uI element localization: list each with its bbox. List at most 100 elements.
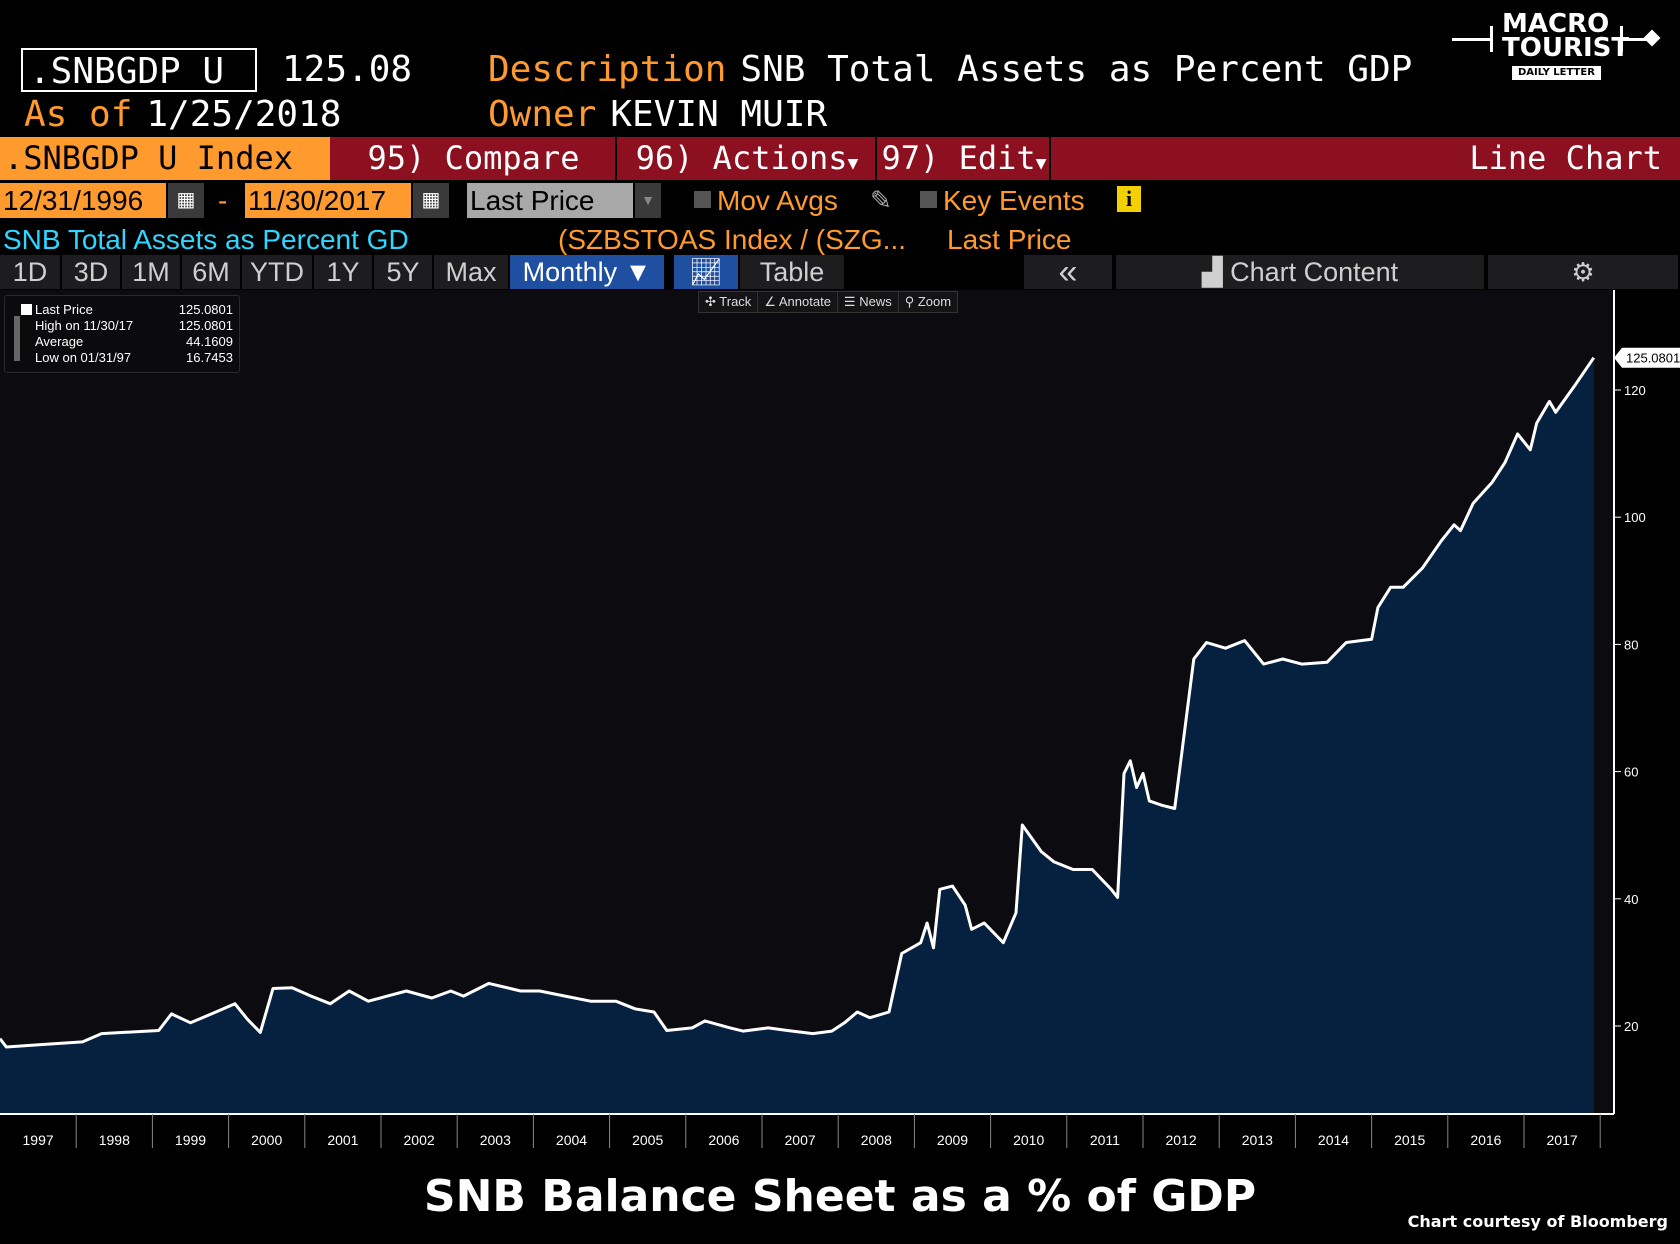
- annotate-button[interactable]: ∠ Annotate: [758, 292, 838, 312]
- x-tick-label: 2016: [1470, 1132, 1501, 1148]
- series-field: Last Price: [947, 224, 1072, 255]
- macro-tourist-logo: MACRO TOURIST DAILY LETTER: [1452, 10, 1662, 90]
- x-tick-label: 1998: [99, 1132, 130, 1148]
- actions-button[interactable]: 96) Actions▼: [619, 137, 877, 180]
- x-tick-label: 2011: [1090, 1132, 1120, 1148]
- y-tick-label: 100: [1624, 510, 1646, 525]
- chart-credit: Chart courtesy of Bloomberg: [1407, 1212, 1668, 1231]
- x-tick-label: 2000: [251, 1132, 282, 1148]
- y-tick-label: 120: [1624, 383, 1646, 398]
- logo-text: TOURIST: [1502, 33, 1630, 63]
- chart-legend: Last Price 125.0801 High on 11/30/17 125.0…: [4, 295, 240, 373]
- x-tick-label: 2017: [1547, 1132, 1578, 1148]
- description-row: Description SNB Total Assets as Percent …: [488, 48, 1412, 92]
- arrow-left-icon: [1452, 38, 1490, 41]
- x-tick-label: 2009: [937, 1132, 968, 1148]
- tab-1d[interactable]: 1D: [0, 255, 62, 289]
- table-button[interactable]: Table: [740, 255, 846, 289]
- legend-average: Average 44.1609: [35, 334, 233, 349]
- series-swatch: [21, 304, 32, 315]
- chart-content-button[interactable]: ▟ Chart Content: [1116, 255, 1486, 289]
- as-of-label: As of: [24, 94, 133, 135]
- x-tick-label: 2015: [1394, 1132, 1425, 1148]
- x-tick-label: 2010: [1013, 1132, 1044, 1148]
- x-tick-label: 2002: [404, 1132, 435, 1148]
- logo-subtext: DAILY LETTER: [1512, 66, 1601, 80]
- x-tick-label: 2013: [1242, 1132, 1273, 1148]
- logo-text: MACRO: [1502, 9, 1610, 39]
- end-date-input[interactable]: 11/30/2017: [245, 183, 411, 218]
- start-date-input[interactable]: 12/31/1996: [0, 183, 166, 218]
- x-tick-label: 2012: [1166, 1132, 1197, 1148]
- x-tick-label: 2008: [861, 1132, 892, 1148]
- calendar-icon[interactable]: ▦: [168, 183, 204, 218]
- x-tick-label: 1999: [175, 1132, 206, 1148]
- as-of-row: As of 1/25/2018: [24, 93, 341, 137]
- mov-avgs-checkbox[interactable]: [694, 191, 711, 208]
- arrow-right-icon: [1623, 38, 1649, 41]
- y-tick-label: 80: [1624, 637, 1638, 652]
- last-value: 125.08: [282, 49, 413, 90]
- x-tick-label: 2014: [1318, 1132, 1349, 1148]
- edit-label: 97) Edit: [881, 139, 1036, 177]
- period-select[interactable]: Monthly ▼: [510, 255, 666, 289]
- tab-ytd[interactable]: YTD: [242, 255, 314, 289]
- chart-icon: ▟: [1201, 257, 1231, 287]
- series-formula: (SZBSTOAS Index / (SZG...: [558, 224, 907, 255]
- tab-1m[interactable]: 1M: [122, 255, 182, 289]
- dropdown-arrow-icon: ▼: [847, 153, 859, 174]
- key-events-label: Key Events: [943, 185, 1085, 216]
- line-chart-icon[interactable]: 📈︎: [674, 255, 740, 289]
- owner-row: Owner KEVIN MUIR: [488, 93, 827, 137]
- series-line: [0, 356, 1596, 1049]
- chart-toolbar: ✣ Track ∠ Annotate ☰ News ⚲ Zoom: [698, 291, 959, 313]
- news-button[interactable]: ☰ News: [838, 292, 899, 312]
- legend-high: High on 11/30/17 125.0801: [35, 318, 233, 333]
- y-tick-label: 20: [1624, 1019, 1638, 1034]
- dropdown-arrow-icon[interactable]: ▼: [635, 183, 661, 218]
- ticker-text: .SNBGDP U: [29, 51, 225, 92]
- chart-content-label: Chart Content: [1230, 257, 1399, 287]
- collapse-icon[interactable]: «: [1024, 255, 1114, 289]
- tab-max[interactable]: Max: [434, 255, 510, 289]
- dropdown-arrow-icon: ▼: [1035, 153, 1047, 174]
- series-area: [0, 357, 1594, 1114]
- calendar-icon[interactable]: ▦: [413, 183, 449, 218]
- x-tick-label: 2004: [556, 1132, 587, 1148]
- date-separator: -: [218, 185, 228, 216]
- x-tick-label: 2005: [632, 1132, 663, 1148]
- tab-1y[interactable]: 1Y: [314, 255, 374, 289]
- tab-3d[interactable]: 3D: [62, 255, 122, 289]
- x-tick-label: 1997: [23, 1132, 54, 1148]
- x-tick-label: 2001: [327, 1132, 358, 1148]
- owner: KEVIN MUIR: [610, 94, 828, 135]
- actions-label: 96) Actions: [635, 139, 848, 177]
- last-value-flag: [1614, 347, 1680, 368]
- y-tick-label: 60: [1624, 765, 1638, 780]
- chart-title: SNB Balance Sheet as a % of GDP: [423, 1171, 1257, 1222]
- compare-button[interactable]: 95) Compare: [332, 137, 617, 180]
- info-icon[interactable]: i: [1117, 186, 1141, 212]
- owner-label: Owner: [488, 94, 597, 135]
- x-tick-label: 2006: [708, 1132, 739, 1148]
- zoom-button[interactable]: ⚲ Zoom: [904, 294, 952, 309]
- settings-gear-icon[interactable]: ⚙: [1488, 255, 1680, 289]
- edit-button[interactable]: 97) Edit▼: [879, 137, 1051, 180]
- security-name: .SNBGDP U Index: [0, 137, 330, 180]
- tab-6m[interactable]: 6M: [182, 255, 242, 289]
- tab-5y[interactable]: 5Y: [374, 255, 434, 289]
- as-of-date: 1/25/2018: [146, 94, 342, 135]
- key-events-checkbox[interactable]: [920, 191, 937, 208]
- mov-avgs-label: Mov Avgs: [717, 185, 838, 216]
- x-tick-label: 2007: [785, 1132, 816, 1148]
- legend-low: Low on 01/31/97 16.7453: [35, 350, 233, 365]
- view-label: Line Chart: [1469, 139, 1662, 177]
- pencil-icon[interactable]: ✎: [870, 185, 892, 215]
- field-select[interactable]: Last Price: [467, 183, 633, 218]
- y-tick-label: 40: [1624, 892, 1638, 907]
- track-button[interactable]: ✣ Track: [699, 292, 759, 312]
- last-value-label: 125.0801: [1626, 351, 1680, 366]
- ticker-field[interactable]: .SNBGDP U: [21, 48, 257, 92]
- description-label: Description: [488, 49, 727, 90]
